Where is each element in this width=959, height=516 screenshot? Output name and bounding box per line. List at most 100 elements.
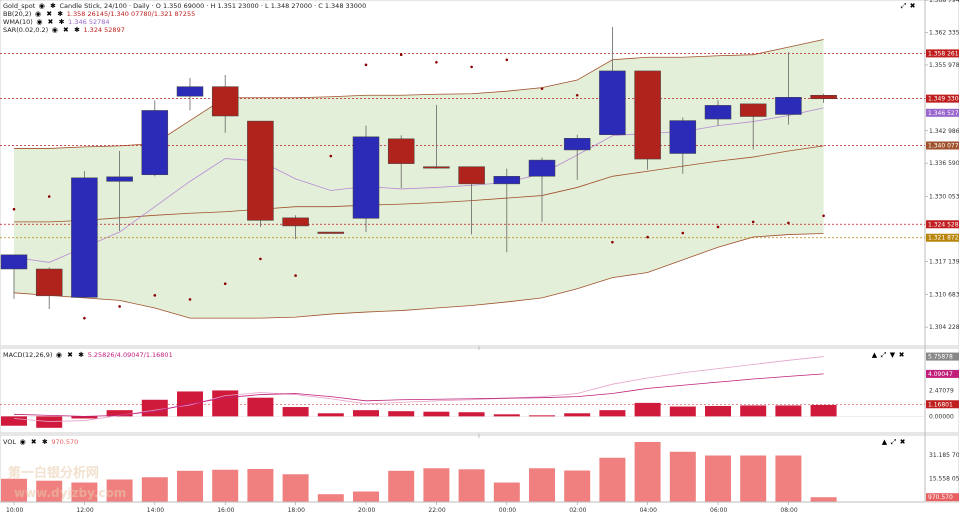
macd-header: MACD(12,26,9) ◉ ✖ ✱ 5.25826/4.09047/1.16… — [3, 351, 173, 359]
close-icon[interactable]: ✖ — [67, 351, 73, 359]
eye-icon[interactable]: ◉ — [38, 2, 45, 10]
move-up-icon[interactable]: ▲ — [871, 351, 878, 359]
price-tick-label: 1.317 13990 — [929, 259, 959, 266]
macd-bar — [1, 416, 27, 426]
bb-values: 1.358 26145/1.340 07780/1.321 87255 — [66, 10, 196, 18]
sar-dot — [259, 257, 262, 261]
sar-dot — [294, 274, 297, 277]
settings-icon[interactable]: ✱ — [78, 351, 85, 359]
macd-bar — [36, 416, 63, 428]
close-icon[interactable]: ✖ — [899, 438, 906, 446]
sar-dot — [364, 63, 368, 67]
splitter-handle: ⁞ — [478, 433, 480, 440]
volume-bar — [106, 479, 133, 502]
volume-bar — [458, 469, 485, 502]
price-tag-label: 1.324 52897 — [928, 221, 959, 228]
eye-icon[interactable]: ◉ — [51, 26, 58, 34]
volume-bar — [493, 482, 520, 502]
macd-panel-controls: ▲ ⤢ ▼ ✖ — [870, 351, 906, 359]
macd-bar — [740, 405, 767, 417]
price-tag-label: 1.346 52784 — [928, 110, 959, 117]
sar-dot — [118, 305, 121, 308]
settings-icon[interactable]: ✱ — [73, 26, 80, 34]
settings-icon[interactable]: ✱ — [41, 438, 48, 446]
time-tick-label: 22:00 — [428, 507, 445, 514]
volume-bar — [810, 497, 837, 502]
volume-bar — [564, 470, 591, 502]
eye-icon[interactable]: ◉ — [36, 18, 43, 26]
sar-dot — [822, 214, 825, 218]
move-down-icon[interactable]: ▼ — [889, 351, 896, 359]
time-tick-label: 08:00 — [780, 507, 797, 514]
macd-tag — [926, 369, 959, 378]
candle-body — [493, 176, 521, 185]
close-icon[interactable]: ✖ — [898, 351, 905, 359]
time-tick-label: 10:00 — [6, 507, 23, 514]
price-tick-label: 1.304 22877 — [929, 324, 959, 331]
candle-body — [458, 166, 485, 185]
macd-bar — [810, 404, 837, 417]
close-icon[interactable]: ✖ — [46, 10, 53, 18]
eye-icon[interactable]: ◉ — [55, 351, 62, 359]
close-icon[interactable]: ✖ — [30, 438, 37, 446]
sar-dot — [153, 294, 157, 297]
volume-tick-label: 15.558 054 — [929, 476, 959, 483]
macd-tag — [926, 400, 959, 409]
macd-panel — [0, 347, 959, 434]
close-icon[interactable]: ✖ — [909, 2, 916, 10]
splitter-handle: ⁞ — [478, 345, 480, 352]
expand-icon[interactable]: ⤢ — [880, 351, 887, 359]
price-tag — [926, 220, 959, 229]
volume-bar — [423, 468, 450, 502]
expand-icon[interactable]: ⤢ — [890, 438, 897, 446]
eye-icon[interactable]: ◉ — [34, 10, 42, 18]
macd-tag-label: 1.16801 — [928, 401, 953, 408]
candle-body — [141, 110, 169, 176]
close-icon[interactable]: ✖ — [47, 18, 54, 26]
settings-icon[interactable]: ✱ — [49, 2, 56, 10]
wma-header: WMA(10) ◉ ✖ ✱ 1.346 52784 — [3, 18, 110, 26]
settings-icon[interactable]: ✱ — [58, 18, 65, 26]
sar-dot — [646, 235, 649, 239]
candle-body — [247, 120, 274, 221]
bollinger-middle-line — [14, 145, 824, 223]
volume-tag — [926, 493, 959, 502]
vol-label: VOL — [3, 438, 17, 446]
candle-body — [0, 254, 28, 270]
close-icon[interactable]: ✖ — [62, 26, 69, 34]
move-up-icon[interactable]: ▲ — [881, 438, 888, 446]
volume-tick-label: 31.185 708 — [929, 452, 959, 459]
volume-bar — [71, 482, 98, 502]
price-tag — [926, 49, 959, 58]
time-tick-label: 04:00 — [640, 507, 657, 514]
macd-bar — [493, 414, 520, 417]
sar-dot — [188, 298, 192, 301]
time-tick-label: 16:00 — [217, 507, 234, 514]
candle-body — [211, 86, 239, 117]
volume-bar — [775, 455, 802, 502]
volume-bar — [141, 477, 168, 502]
sar-dot — [470, 65, 473, 69]
price-tag — [926, 108, 959, 117]
settings-icon[interactable]: ✱ — [57, 10, 64, 18]
macd-tick-label: 0.00000 — [929, 413, 954, 420]
candle-body — [669, 120, 697, 154]
macd-label: MACD(12,26,9) — [3, 351, 53, 359]
candle-body — [528, 159, 556, 177]
macd-tag-label: 5.75878 — [928, 354, 953, 361]
candle-body — [599, 70, 626, 136]
volume-bar — [388, 470, 415, 502]
sar-dot — [787, 221, 790, 225]
eye-icon[interactable]: ◉ — [19, 438, 26, 446]
price-tag — [926, 94, 959, 103]
candle-body — [563, 138, 591, 151]
volume-tag-label: 970.570 — [928, 494, 953, 501]
time-tick-label: 02:00 — [569, 507, 586, 514]
price-tick-label: 1.310 68334 — [929, 291, 959, 298]
expand-icon[interactable]: ⤢ — [900, 2, 907, 10]
volume-bar — [212, 469, 239, 502]
sar-header: SAR(0.02,0.2) ◉ ✖ ✱ 1.324 52897 — [3, 26, 125, 34]
price-tick-label: 1.368 79400 — [929, 0, 959, 4]
candle-body — [35, 268, 63, 297]
